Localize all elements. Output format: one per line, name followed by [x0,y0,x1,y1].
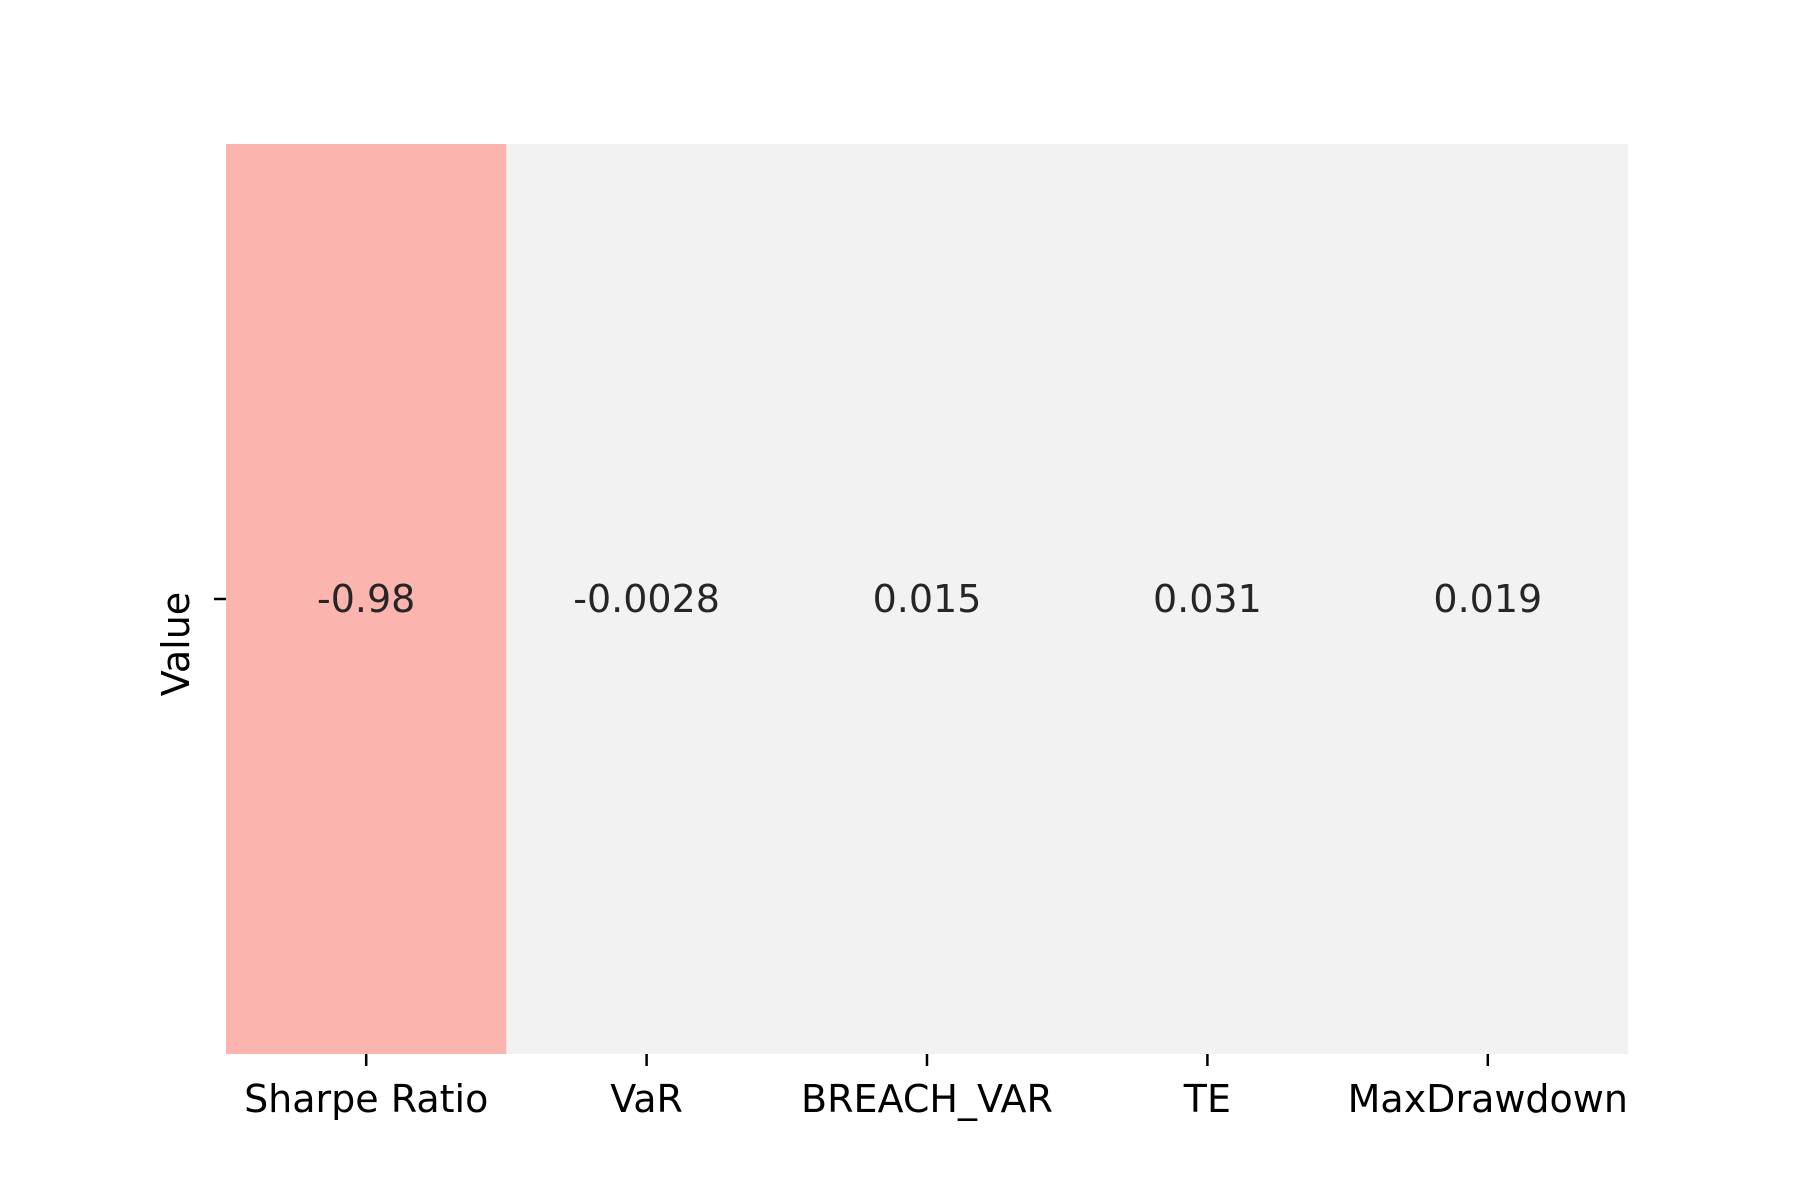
heatmap-cell-breach-var [786,144,1068,1054]
cell-value-var: -0.0028 [573,577,720,621]
heatmap-cell-sharpe-ratio [226,144,507,1054]
y-axis: Value [154,592,226,696]
heatmap-cell-te [1067,144,1348,1054]
x-tick-label-var: VaR [610,1077,683,1121]
y-tick-label-value: Value [154,592,198,696]
heatmap-cell-maxdrawdown [1347,144,1628,1054]
x-tick-label-te: TE [1183,1077,1231,1121]
cell-value-sharpe-ratio: -0.98 [317,577,415,621]
x-tick-label-maxdrawdown: MaxDrawdown [1348,1077,1628,1121]
cell-labels: -0.98 -0.0028 0.015 0.031 0.019 [317,577,1542,621]
heatmap-cell-var [506,144,787,1054]
cell-value-maxdrawdown: 0.019 [1433,577,1542,621]
x-axis: Sharpe Ratio VaR BREACH_VAR TE MaxDrawdown [244,1054,1628,1121]
x-tick-label-sharpe-ratio: Sharpe Ratio [244,1077,488,1121]
heatmap-cells [226,144,1628,1054]
x-tick-label-breach-var: BREACH_VAR [801,1077,1053,1121]
cell-value-te: 0.031 [1153,577,1262,621]
cell-value-breach-var: 0.015 [873,577,982,621]
